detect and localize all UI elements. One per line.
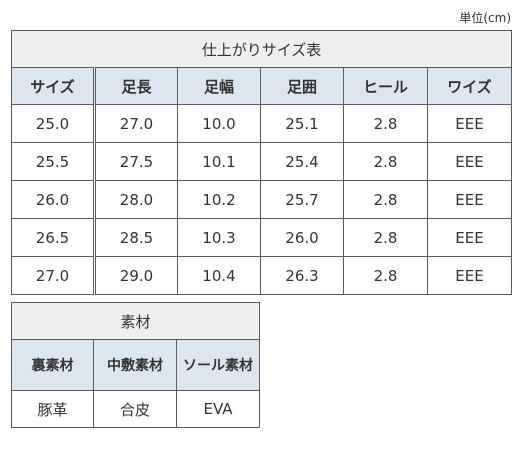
table-cell: 26.0 bbox=[260, 218, 344, 257]
material-table-header-row: 裏素材 中敷素材 ソール素材 bbox=[11, 339, 261, 391]
table-cell: 25.7 bbox=[260, 180, 344, 219]
table-cell: 2.8 bbox=[343, 104, 428, 143]
size-table: 仕上がりサイズ表 サイズ 足長 足幅 足囲 ヒール ワイズ 25.0 27.0 … bbox=[11, 30, 512, 295]
column-header: 足幅 bbox=[177, 67, 261, 105]
column-header: ワイズ bbox=[427, 67, 512, 105]
table-cell: 2.8 bbox=[343, 180, 428, 219]
table-cell: EVA bbox=[175, 390, 261, 428]
size-table-header-row: サイズ 足長 足幅 足囲 ヒール ワイズ bbox=[11, 67, 512, 105]
table-cell: 27.0 bbox=[11, 256, 96, 295]
table-cell: 28.0 bbox=[94, 180, 178, 219]
table-cell: 26.0 bbox=[11, 180, 96, 219]
table-cell: 10.0 bbox=[177, 104, 261, 143]
column-header: 足長 bbox=[94, 67, 178, 105]
table-cell: 27.0 bbox=[94, 104, 178, 143]
table-cell: EEE bbox=[427, 256, 512, 295]
material-table-title: 素材 bbox=[10, 302, 261, 340]
table-cell: 26.5 bbox=[11, 218, 96, 257]
table-cell: 25.4 bbox=[260, 142, 344, 181]
table-cell: 28.5 bbox=[94, 218, 178, 257]
table-cell: EEE bbox=[427, 104, 512, 143]
table-cell: 25.5 bbox=[11, 142, 96, 181]
table-row: 26.0 28.0 10.2 25.7 2.8 EEE bbox=[11, 180, 512, 219]
table-cell: 26.3 bbox=[260, 256, 344, 295]
table-cell: 豚革 bbox=[11, 390, 94, 428]
table-cell: 2.8 bbox=[343, 218, 428, 257]
column-header: 裏素材 bbox=[11, 339, 94, 391]
material-table-title-row: 素材 bbox=[10, 302, 261, 340]
table-cell: 10.4 bbox=[177, 256, 261, 295]
material-table: 素材 裏素材 中敷素材 ソール素材 豚革 合皮 EVA bbox=[10, 302, 261, 428]
table-row: 豚革 合皮 EVA bbox=[11, 390, 261, 428]
table-cell: 25.1 bbox=[260, 104, 344, 143]
table-row: 25.5 27.5 10.1 25.4 2.8 EEE bbox=[11, 142, 512, 181]
table-row: 26.5 28.5 10.3 26.0 2.8 EEE bbox=[11, 218, 512, 257]
column-header: ソール素材 bbox=[175, 339, 261, 391]
size-table-title: 仕上がりサイズ表 bbox=[11, 30, 512, 68]
table-row: 25.0 27.0 10.0 25.1 2.8 EEE bbox=[11, 104, 512, 143]
table-cell: 10.3 bbox=[177, 218, 261, 257]
table-cell: EEE bbox=[427, 142, 512, 181]
table-cell: 2.8 bbox=[343, 142, 428, 181]
table-cell: 27.5 bbox=[94, 142, 178, 181]
table-cell: 25.0 bbox=[11, 104, 96, 143]
table-cell: 10.2 bbox=[177, 180, 261, 219]
table-cell: 2.8 bbox=[343, 256, 428, 295]
size-table-title-row: 仕上がりサイズ表 bbox=[11, 30, 512, 68]
column-header: 中敷素材 bbox=[93, 339, 177, 391]
table-cell: 10.1 bbox=[177, 142, 261, 181]
unit-label: 単位(cm) bbox=[459, 11, 511, 25]
table-cell: 29.0 bbox=[94, 256, 178, 295]
table-cell: EEE bbox=[427, 180, 512, 219]
table-cell: EEE bbox=[427, 218, 512, 257]
column-header: サイズ bbox=[11, 67, 96, 105]
column-header: ヒール bbox=[343, 67, 428, 105]
table-row: 27.0 29.0 10.4 26.3 2.8 EEE bbox=[11, 256, 512, 295]
table-cell: 合皮 bbox=[93, 390, 177, 428]
column-header: 足囲 bbox=[260, 67, 344, 105]
